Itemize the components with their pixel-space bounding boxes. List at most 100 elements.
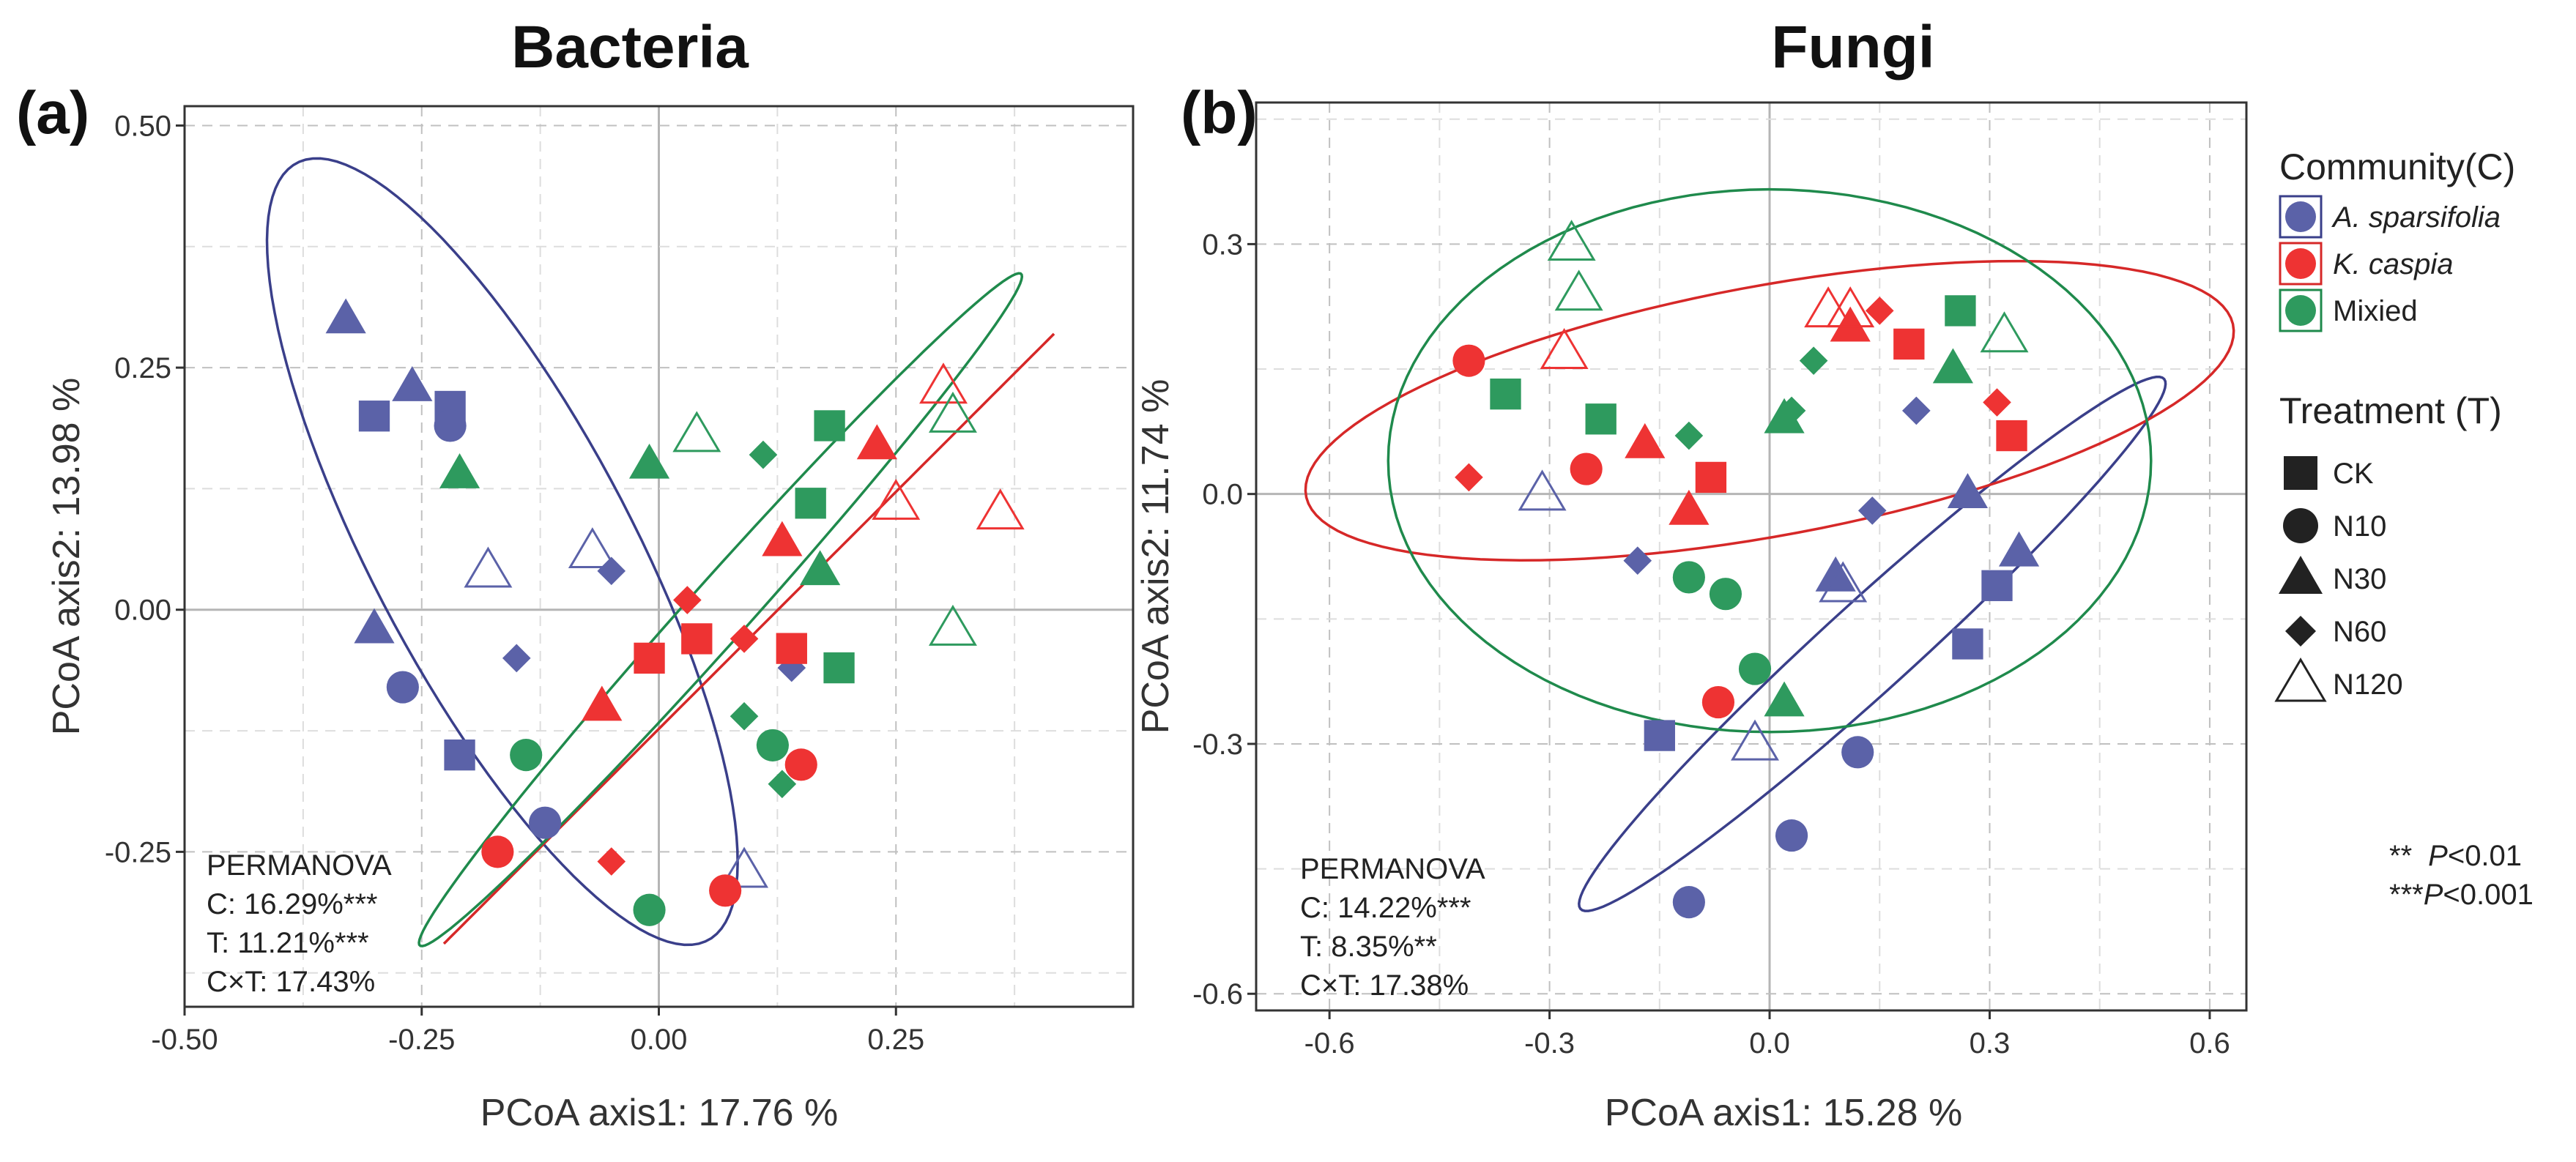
confidence-ellipse [265,157,739,947]
data-point [628,443,670,479]
data-point [1709,578,1742,611]
panel-a-permanova-t: T: 11.21%*** [207,927,369,959]
panel-a-permanova-cxt: C×T: 17.43% [207,966,375,998]
legend-treatment-item: CK [2284,456,2374,490]
legend-community-label: Mixied [2333,295,2418,327]
data-point [1731,719,1779,761]
data-point [1945,295,1976,327]
legend-treatment-title: Treatment (T) [2279,390,2502,431]
panel-b-permanova-cxt: C×T: 17.38% [1300,969,1469,1002]
data-point [1981,570,2013,601]
legend-community-item: Mixied [2279,288,2418,332]
data-point [1819,561,1868,603]
data-point [1952,628,1983,660]
legend-treatment-label: N10 [2333,510,2386,543]
y-tick-label: -0.6 [1192,978,1243,1010]
panel-b-permanova-title: PERMANOVA [1300,853,1485,885]
data-point [597,556,626,586]
data-point [582,685,623,721]
legend-open-triangle-symbol [2274,658,2327,702]
data-point [928,604,977,646]
x-tick-label: 0.00 [631,1024,688,1056]
data-point [1672,886,1705,919]
data-point [1857,496,1887,525]
legend-community-item: K. caspia [2279,242,2454,286]
panel-b-xlabel: PCoA axis1: 15.28 % [1605,1092,1963,1134]
panel-a-title: Bacteria [511,14,749,81]
legend-community-items: A. sparsifolia K. caspia Mixied [2279,195,2501,332]
data-point [823,652,855,684]
data-point [1585,403,1617,435]
panel-b-ticks: -0.6 -0.3 0.0 0.3 0.6 -0.6 -0.3 0.0 0.3 [1192,228,2230,1059]
panel-b-ylabel: PCoA axis2: 11.74 % [1135,379,1177,734]
data-point [730,625,759,653]
data-point [392,366,433,401]
y-tick-label: 0.25 [114,352,171,384]
data-point [872,478,921,520]
legend-symbol [2285,616,2316,647]
legend-treatment-label: CK [2333,458,2374,490]
data-point [325,298,366,334]
data-point [1452,344,1485,377]
legend-key-dot [2285,201,2316,232]
panel-a-permanova: PERMANOVA C: 16.29%*** T: 11.21%*** C×T:… [207,849,392,998]
data-point [784,748,817,781]
data-point [1701,686,1735,719]
legend-community-label: K. caspia [2333,248,2454,280]
data-point [1764,681,1805,717]
data-point [709,874,742,907]
data-point [749,440,778,469]
data-point [672,411,721,452]
legend: Community(C) A. sparsifolia K. caspia Mi… [2274,146,2534,911]
legend-treatment-label: N120 [2333,668,2403,701]
x-tick-label: 0.0 [1749,1027,1790,1059]
data-point [386,671,419,704]
panel-a-permanova-title: PERMANOVA [207,849,392,882]
panel-b-permanova-t: T: 8.35%** [1300,931,1437,963]
data-point [1841,736,1874,769]
x-tick-label: 0.6 [2189,1027,2230,1059]
data-point [1826,286,1875,328]
legend-symbol [2283,508,2318,543]
data-point [1518,469,1567,511]
x-tick-label: -0.50 [151,1024,218,1056]
data-point [597,847,626,876]
data-point [928,391,977,433]
data-point [1777,396,1806,425]
data-point [464,546,513,588]
significance-note-1: ** P<0.01 [2389,840,2522,872]
data-point [633,893,666,926]
data-point [1644,720,1675,751]
data-point [1775,819,1808,852]
data-point [814,410,845,442]
data-point [1623,546,1652,576]
y-tick-label: 0.0 [1202,479,1243,511]
legend-treatment-item: N10 [2283,508,2386,543]
legend-symbol [2274,658,2327,702]
data-point [919,362,968,404]
data-point [1695,461,1727,494]
data-point [681,623,713,655]
panel-b-points [1452,220,2040,919]
panel-b-permanova: PERMANOVA C: 14.22%*** T: 8.35%** C×T: 1… [1300,853,1485,1002]
data-point [1893,328,1925,360]
panel-a-ylabel: PCoA axis2: 13.98 % [45,378,88,736]
panel-bacteria: Bacteria (a) -0.50 -0.25 0.00 0.25 -0.25 0.00… [16,14,1135,1134]
y-tick-label: 0.50 [114,110,171,142]
data-point [1998,531,2040,567]
data-point [439,453,480,488]
x-tick-label: 0.25 [867,1024,924,1056]
data-point [354,608,395,644]
legend-treatment-items: CK N10 N30 N60 N120 [2274,456,2403,702]
data-point [856,424,897,460]
data-point [1674,421,1704,450]
panel-fungi: Fungi (b) -0.6 -0.3 0.0 0.3 0.6 -0.6 -0.3 0.0 0.… [1135,14,2248,1134]
x-tick-label: 0.3 [1970,1027,2011,1059]
data-point [1799,346,1828,375]
data-point [568,527,617,569]
y-tick-label: 0.3 [1202,228,1243,261]
y-tick-label: -0.3 [1192,729,1243,761]
data-point [1625,422,1666,458]
data-point [1980,311,2029,353]
panel-a-xlabel: PCoA axis1: 17.76 % [480,1092,839,1134]
